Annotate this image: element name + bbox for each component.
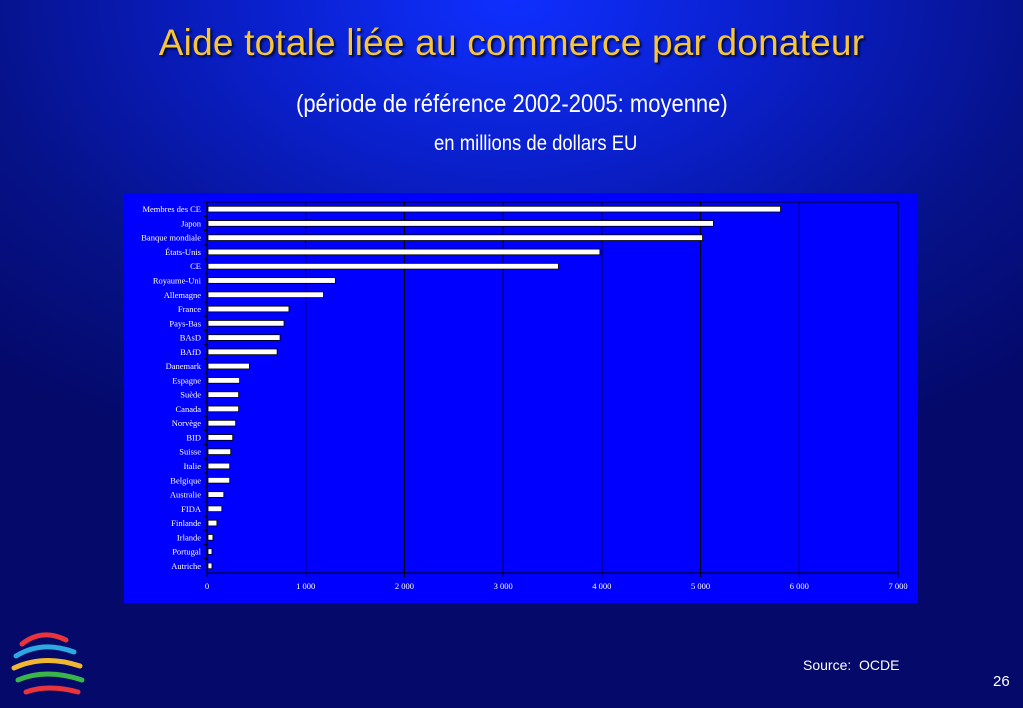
- bar: [207, 291, 324, 299]
- bar: [207, 534, 214, 541]
- bar: [207, 377, 240, 384]
- category-label: Belgique: [170, 475, 201, 485]
- page-number: 26: [993, 673, 1010, 690]
- category-label: Membres des CE: [142, 204, 201, 214]
- category-label: Canada: [176, 404, 202, 414]
- category-label: Allemagne: [164, 290, 202, 300]
- bar: [207, 491, 225, 498]
- category-label: Portugal: [172, 547, 201, 557]
- bar: [207, 334, 281, 341]
- category-label: Australie: [170, 490, 201, 500]
- bar: [207, 391, 240, 398]
- category-label: États-Unis: [165, 247, 201, 257]
- bar: [207, 205, 781, 213]
- x-tick-label: 1 000: [296, 581, 315, 591]
- x-tick-label: 0: [205, 581, 209, 591]
- category-label: France: [178, 304, 201, 314]
- x-tick-label: 5 000: [691, 581, 710, 591]
- bar: [207, 234, 703, 241]
- plot-frame: [206, 201, 899, 574]
- category-label: Irlande: [177, 532, 201, 542]
- slide-title: Aide totale liée au commerce par donateu…: [158, 22, 865, 63]
- category-label: BID: [186, 432, 201, 442]
- bar: [207, 320, 285, 327]
- category-label: Italie: [184, 461, 202, 471]
- source-note: Source: OCDE: [803, 657, 900, 673]
- category-label: Norvège: [172, 418, 201, 428]
- wto-logo-icon: [8, 630, 88, 705]
- x-tick-label: 4 000: [592, 581, 611, 591]
- bar: [207, 548, 213, 555]
- bar-chart: 0 1 000 2 000 3 000 4 000 5 000 6 000 7 000 Memb…: [124, 193, 918, 603]
- units-label: en millions de dollars EU: [434, 132, 638, 155]
- category-label: CE: [190, 261, 201, 271]
- x-tick-label: 2 000: [395, 581, 414, 591]
- bar: [207, 462, 231, 470]
- category-label: Finlande: [171, 518, 201, 528]
- x-tick-label: 3 000: [494, 581, 513, 591]
- bar: [207, 362, 250, 370]
- bar: [207, 419, 237, 427]
- bar: [207, 476, 231, 484]
- category-label: Banque mondiale: [141, 233, 201, 243]
- category-label: Royaume-Uni: [153, 275, 202, 285]
- category-label: Pays-Bas: [169, 318, 201, 328]
- bar: [207, 405, 240, 413]
- category-label: Danemark: [166, 361, 202, 371]
- bar: [207, 220, 714, 227]
- bar: [207, 562, 213, 570]
- bar: [207, 305, 290, 313]
- x-tick-label: 6 000: [790, 581, 809, 591]
- category-label: BAsD: [180, 333, 201, 343]
- bar: [207, 434, 234, 441]
- x-tick-label: 7 000: [888, 581, 907, 591]
- category-label: FIDA: [181, 504, 202, 514]
- bar: [207, 248, 601, 256]
- category-label: Suède: [180, 390, 201, 400]
- category-label: Japon: [181, 218, 202, 228]
- slide-subtitle: (période de référence 2002-2005: moyenne…: [296, 90, 728, 118]
- category-label: Autriche: [171, 561, 201, 571]
- chart-svg: 0 1 000 2 000 3 000 4 000 5 000 6 000 7 000 Memb…: [141, 201, 908, 591]
- bar: [207, 519, 218, 527]
- category-label: Espagne: [172, 375, 201, 385]
- bar: [207, 348, 278, 356]
- category-label: Suisse: [179, 447, 201, 457]
- category-label: BAfD: [180, 347, 201, 357]
- bar: [207, 505, 223, 513]
- bar: [207, 448, 232, 455]
- bar: [207, 277, 336, 284]
- bar: [207, 262, 559, 270]
